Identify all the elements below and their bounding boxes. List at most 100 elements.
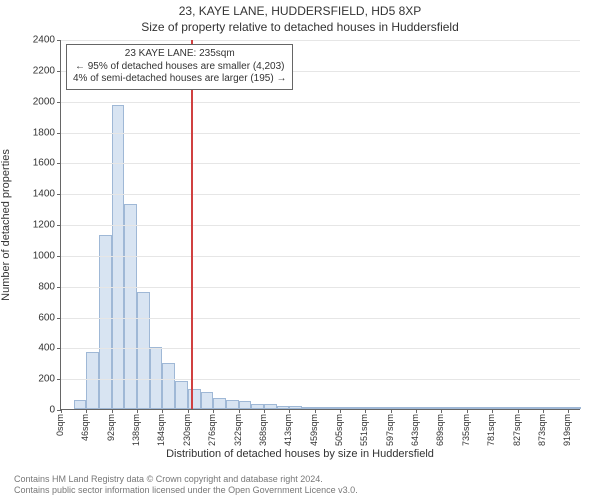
xtick-label: 827sqm [512,414,522,446]
xtick-label: 0sqm [55,414,65,436]
histogram-bar [568,407,581,409]
xtick-label: 368sqm [258,414,268,446]
gridline-h [61,133,580,134]
footer-attribution: Contains HM Land Registry data © Crown c… [14,474,358,497]
ytick-mark [57,194,61,195]
xtick-label: 505sqm [334,414,344,446]
chart-container: 23, KAYE LANE, HUDDERSFIELD, HD5 8XP Siz… [0,0,600,500]
histogram-bar [480,407,493,409]
histogram-bar [201,392,214,409]
ytick-mark [57,379,61,380]
xtick-label: 46sqm [80,414,90,441]
gridline-h [61,379,580,380]
histogram-bar [302,407,315,409]
xtick-label: 230sqm [182,414,192,446]
gridline-h [61,225,580,226]
histogram-bar [556,407,569,409]
gridline-h [61,163,580,164]
histogram-bar [429,407,442,409]
ytick-label: 200 [5,374,55,385]
xtick-mark [467,409,468,413]
histogram-bar [378,407,391,409]
xtick-label: 873sqm [537,414,547,446]
xtick-label: 919sqm [562,414,572,446]
ytick-mark [57,256,61,257]
gridline-h [61,287,580,288]
xtick-mark [492,409,493,413]
ytick-label: 1400 [5,189,55,200]
histogram-bar [226,400,239,409]
histogram-bar [315,407,328,409]
ytick-mark [57,163,61,164]
xtick-mark [188,409,189,413]
ytick-label: 1600 [5,158,55,169]
histogram-bar [505,407,518,409]
xtick-label: 413sqm [283,414,293,446]
gridline-h [61,102,580,103]
histogram-bar [277,406,290,409]
gridline-h [61,348,580,349]
gridline-h [61,40,580,41]
xtick-mark [416,409,417,413]
xtick-mark [289,409,290,413]
histogram-bar [327,407,340,409]
histogram-bar [137,292,150,409]
xtick-label: 781sqm [486,414,496,446]
histogram-bar [289,406,302,409]
footer-line1: Contains HM Land Registry data © Crown c… [14,474,358,485]
annotation-line3: 4% of semi-detached houses are larger (1… [73,73,286,86]
ytick-mark [57,348,61,349]
histogram-bar [454,407,467,409]
ytick-label: 1800 [5,127,55,138]
histogram-bar [492,407,505,409]
xtick-label: 459sqm [309,414,319,446]
ytick-label: 2400 [5,35,55,46]
histogram-bar [213,398,226,409]
ytick-mark [57,318,61,319]
xtick-mark [112,409,113,413]
xtick-mark [213,409,214,413]
xtick-label: 322sqm [233,414,243,446]
histogram-bar [518,407,531,409]
histogram-bar [353,407,366,409]
chart-title-line2: Size of property relative to detached ho… [0,20,600,34]
ytick-mark [57,287,61,288]
ytick-mark [57,71,61,72]
xtick-label: 643sqm [410,414,420,446]
histogram-bar [74,400,87,409]
histogram-bar [543,407,556,409]
xtick-mark [239,409,240,413]
histogram-bar [530,407,543,409]
histogram-bar [99,235,112,409]
xtick-label: 276sqm [207,414,217,446]
ytick-label: 1000 [5,250,55,261]
histogram-bar [86,352,99,409]
ytick-label: 2200 [5,65,55,76]
xtick-label: 597sqm [385,414,395,446]
gridline-h [61,318,580,319]
xtick-mark [137,409,138,413]
histogram-bar [251,404,264,409]
annotation-line2: ← 95% of detached houses are smaller (4,… [73,61,286,74]
ytick-mark [57,133,61,134]
x-axis-label: Distribution of detached houses by size … [0,448,600,460]
marker-line [191,40,193,409]
histogram-bar [391,407,404,409]
ytick-label: 0 [5,405,55,416]
ytick-mark [57,102,61,103]
xtick-mark [441,409,442,413]
histogram-bar [365,407,378,409]
xtick-mark [162,409,163,413]
xtick-mark [543,409,544,413]
ytick-label: 400 [5,343,55,354]
ytick-mark [57,225,61,226]
ytick-label: 600 [5,312,55,323]
annotation-box: 23 KAYE LANE: 235sqm← 95% of detached ho… [66,44,293,90]
histogram-bar [467,407,480,409]
xtick-mark [340,409,341,413]
xtick-label: 735sqm [461,414,471,446]
xtick-mark [86,409,87,413]
ytick-mark [57,40,61,41]
xtick-label: 551sqm [359,414,369,446]
histogram-bar [112,105,125,409]
